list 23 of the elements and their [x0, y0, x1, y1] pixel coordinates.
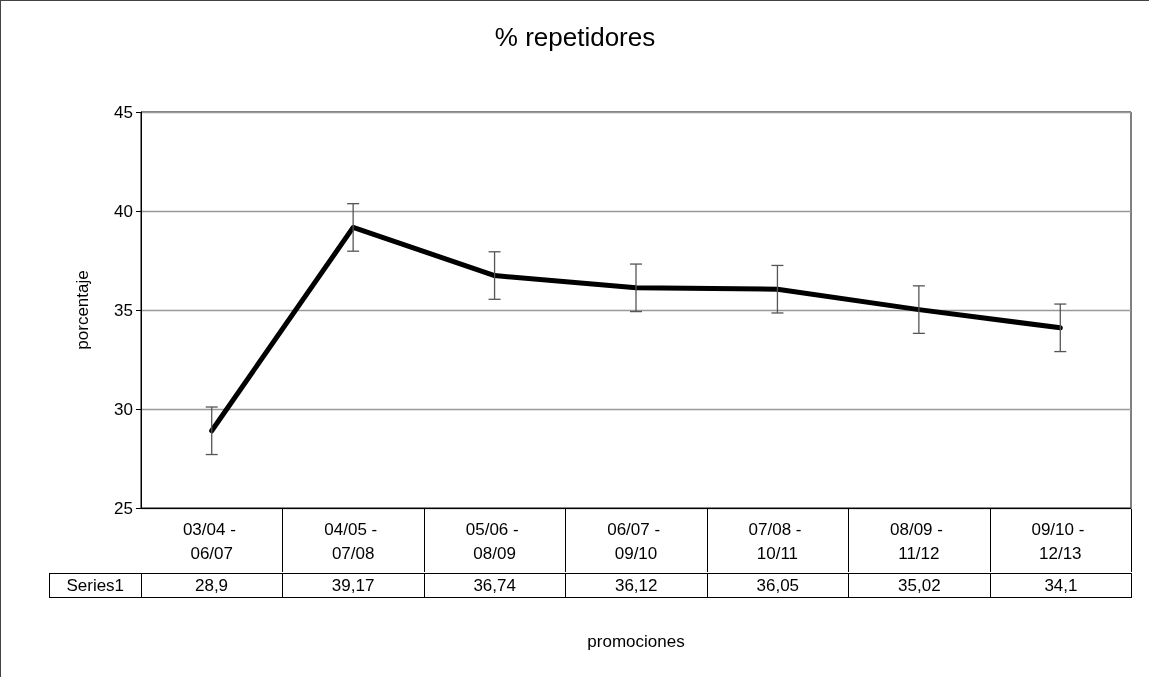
x-axis-title: promociones [587, 632, 685, 651]
data-label: 28,9 [194, 575, 229, 596]
y-tick-label: 30 [114, 399, 133, 419]
legend-label: Series1 [66, 575, 125, 596]
data-label: 36,05 [756, 575, 800, 596]
y-tick-label: 45 [114, 102, 133, 122]
x-tick-label: 09/10 - 12/13 [1031, 519, 1090, 563]
y-tick-label: 35 [114, 300, 133, 320]
x-tick-label: 04/05 - 07/08 [324, 519, 382, 563]
x-tick-label: 08/09 - 11/12 [890, 519, 948, 563]
data-label: 35,02 [898, 575, 941, 596]
y-tick-label: 25 [114, 498, 133, 518]
y-axis-title: porcentaje [73, 270, 92, 350]
chart-title: % repetidores [494, 22, 656, 52]
data-label: 34,1 [1044, 575, 1078, 596]
data-label: 36,74 [473, 575, 516, 596]
x-tick-label: 07/08 - 10/11 [748, 519, 807, 563]
x-tick-label: 03/04 - 06/07 [182, 519, 241, 563]
x-tick-label: 05/06 - 08/09 [465, 519, 524, 563]
x-tick-label: 06/07 - 09/10 [607, 519, 665, 563]
y-tick-label: 40 [114, 201, 133, 221]
data-label: 39,17 [331, 575, 375, 596]
data-label: 36,12 [614, 575, 658, 596]
